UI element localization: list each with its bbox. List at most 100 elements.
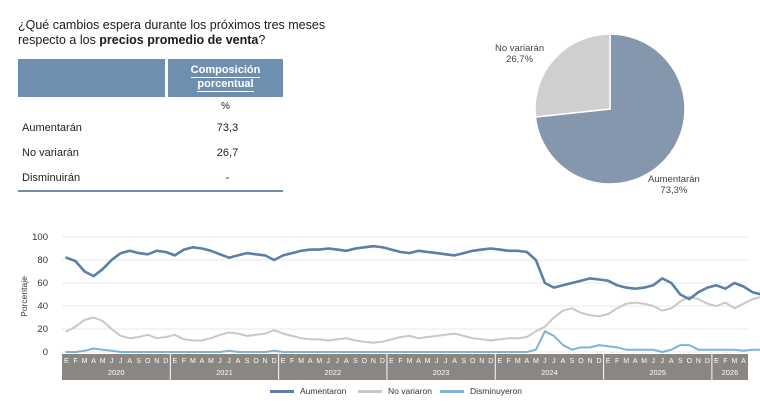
pie-label-line: No variarán <box>495 43 545 54</box>
x-tick-label: S <box>136 358 141 365</box>
x-tick-label: A <box>200 358 205 365</box>
x-tick-label: J <box>552 358 556 365</box>
x-tick-label: J <box>661 358 665 365</box>
x-tick-label: M <box>100 358 106 365</box>
x-tick-label: M <box>298 358 304 365</box>
x-tick-label: F <box>73 358 77 365</box>
x-tick-label: J <box>543 358 547 365</box>
question-text: ¿Qué cambios espera durante los próximos… <box>18 18 338 48</box>
x-tick-label: F <box>290 358 294 365</box>
x-tick-label: M <box>208 358 214 365</box>
x-tick-label: S <box>245 358 250 365</box>
x-tick-label: E <box>606 358 611 365</box>
x-tick-label: S <box>678 358 683 365</box>
x-tick-label: A <box>308 358 313 365</box>
pie-label-no-variaran: No variarán 26,7% <box>495 43 544 65</box>
x-tick-label: A <box>633 358 638 365</box>
year-label: 2023 <box>433 368 450 377</box>
x-tick-label: M <box>732 358 738 365</box>
y-tick-label: 60 <box>37 278 48 289</box>
row-value: 73,3 <box>216 121 239 134</box>
x-tick-label: D <box>380 358 385 365</box>
x-tick-label: A <box>416 358 421 365</box>
x-tick-label: E <box>64 358 69 365</box>
x-tick-label: O <box>578 358 584 365</box>
x-tick-label: M <box>533 358 539 365</box>
x-tick-label: A <box>91 358 96 365</box>
question-line2-suffix: ? <box>258 33 266 47</box>
question-line2: respecto a los precios promedio de venta… <box>18 33 338 48</box>
x-tick-label: E <box>389 358 394 365</box>
table-row: Disminuirán - <box>18 165 283 190</box>
table-row: Aumentarán 73,3 <box>18 115 283 140</box>
y-tick-label: 20 <box>37 324 48 335</box>
year-label: 2022 <box>324 368 341 377</box>
x-tick-label: F <box>182 358 186 365</box>
table-header: Composición porcentual <box>18 59 283 97</box>
x-tick-label: F <box>723 358 727 365</box>
x-tick-label: O <box>687 358 693 365</box>
x-tick-label: M <box>407 358 413 365</box>
series-line-aumentaron <box>65 244 760 301</box>
x-tick-label: O <box>253 358 259 365</box>
year-label: 2020 <box>108 368 125 377</box>
legend-label: No variaron <box>388 386 432 396</box>
y-tick-label: 100 <box>32 232 48 243</box>
x-tick-label: O <box>470 358 476 365</box>
x-tick-label: A <box>525 358 530 365</box>
x-tick-label: M <box>425 358 431 365</box>
x-tick-label: F <box>507 358 511 365</box>
x-tick-label: J <box>227 358 231 365</box>
x-tick-label: N <box>263 358 268 365</box>
x-tick-label: S <box>461 358 466 365</box>
x-tick-label: D <box>163 358 168 365</box>
series-line-disminuyeron <box>65 330 760 353</box>
legend-swatch <box>440 389 464 393</box>
x-tick-label: S <box>570 358 575 365</box>
legend-item-no-variaron: No variaron <box>358 386 432 396</box>
year-label: 2024 <box>541 368 558 377</box>
x-tick-label: E <box>714 358 719 365</box>
x-tick-label: F <box>615 358 619 365</box>
pie-label-line: 73,3% <box>660 185 688 196</box>
x-tick-label: N <box>479 358 484 365</box>
question-line1: ¿Qué cambios espera durante los próximos… <box>18 18 326 32</box>
table-header-blank <box>18 59 165 97</box>
legend-item-aumentaron: Aumentaron <box>270 386 346 396</box>
x-tick-label: D <box>272 358 277 365</box>
row-label: Aumentarán <box>22 121 82 134</box>
row-value: 26,7 <box>216 146 239 159</box>
x-tick-label: J <box>444 358 448 365</box>
y-tick-label: 40 <box>37 301 48 312</box>
table-unit: % <box>221 101 230 112</box>
legend-label: Aumentaron <box>300 386 347 396</box>
composition-table: Composición porcentual % Aumentarán 73,3… <box>18 59 283 192</box>
legend-swatch <box>270 389 294 393</box>
x-tick-label: M <box>515 358 521 365</box>
x-tick-label: M <box>641 358 647 365</box>
legend-label: Disminuyeron <box>470 386 522 396</box>
x-tick-label: A <box>561 358 566 365</box>
pie-label-line: 26,7% <box>506 54 534 65</box>
x-tick-label: M <box>190 358 196 365</box>
y-axis-title: Porcentaje <box>19 276 29 317</box>
row-value: - <box>225 171 230 184</box>
x-tick-label: J <box>119 358 123 365</box>
x-tick-label: J <box>336 358 340 365</box>
x-tick-label: J <box>651 358 655 365</box>
x-tick-label: O <box>145 358 151 365</box>
row-label: Disminuirán <box>22 171 81 184</box>
x-tick-label: A <box>669 358 674 365</box>
x-tick-label: F <box>398 358 402 365</box>
y-tick-label: 80 <box>37 255 48 266</box>
table-header-line1: Composición <box>190 64 261 78</box>
x-tick-label: O <box>362 358 368 365</box>
x-tick-label: N <box>154 358 159 365</box>
x-tick-label: E <box>172 358 177 365</box>
x-tick-label: D <box>597 358 602 365</box>
x-tick-label: A <box>741 358 746 365</box>
x-tick-label: S <box>353 358 358 365</box>
year-label: 2025 <box>649 368 666 377</box>
question-line2-prefix: respecto a los <box>18 33 100 47</box>
